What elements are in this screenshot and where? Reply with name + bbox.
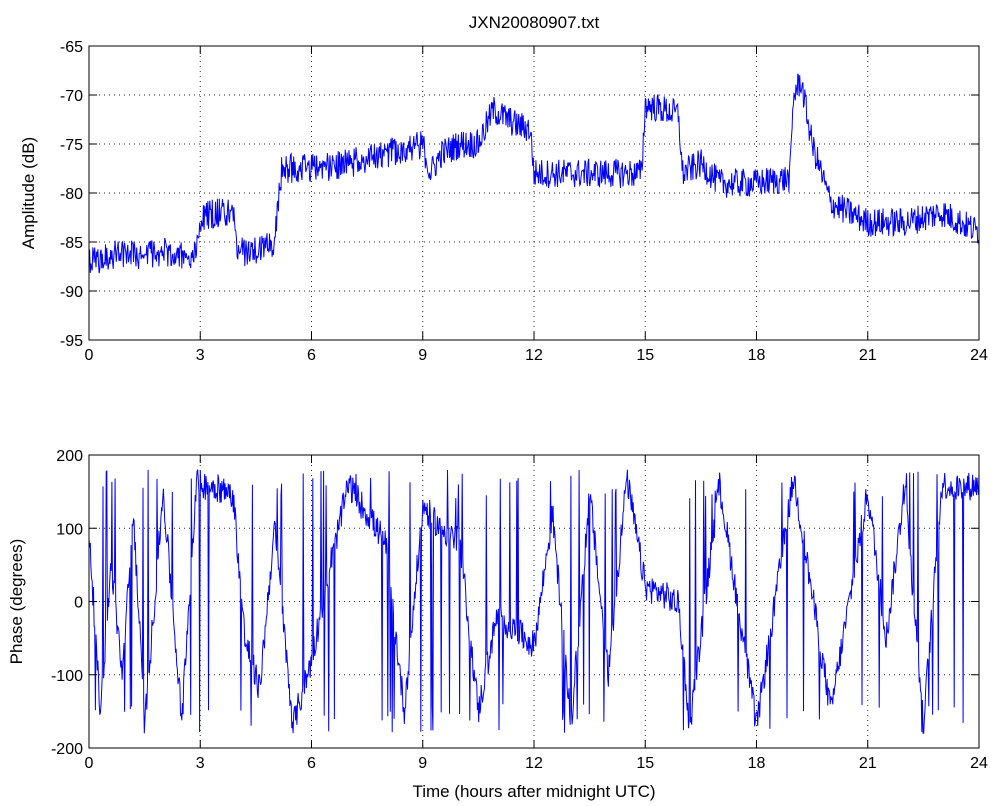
x-tick-label: 9 bbox=[418, 347, 427, 364]
y-tick-label: -85 bbox=[60, 235, 83, 252]
x-tick-label: 18 bbox=[748, 347, 766, 364]
y-tick-label: -90 bbox=[60, 284, 83, 301]
y-tick-label: 0 bbox=[74, 595, 83, 612]
phase-trace bbox=[88, 469, 980, 734]
y-tick-label: 200 bbox=[56, 448, 83, 465]
y-tick-label: -200 bbox=[51, 741, 83, 758]
amplitude-grid bbox=[89, 46, 979, 340]
x-tick-label: 3 bbox=[196, 755, 205, 772]
x-tick-label: 12 bbox=[525, 347, 543, 364]
x-tick-label: 21 bbox=[859, 755, 877, 772]
amplitude-trace bbox=[88, 73, 980, 274]
y-tick-label: -80 bbox=[60, 186, 83, 203]
x-axis-label: Time (hours after midnight UTC) bbox=[412, 782, 655, 801]
y-tick-label: -100 bbox=[51, 668, 83, 685]
x-tick-label: 15 bbox=[636, 347, 654, 364]
y-tick-label: -70 bbox=[60, 88, 83, 105]
y-tick-label: 100 bbox=[56, 521, 83, 538]
amplitude-ticks: 0 3 6 9 12 15 18 21 24 -65 -70 -75 -80 -85 -90 -95 bbox=[60, 39, 988, 364]
chart-title: JXN20080907.txt bbox=[469, 13, 600, 32]
x-tick-label: 21 bbox=[859, 347, 877, 364]
x-tick-label: 0 bbox=[85, 347, 94, 364]
amplitude-plot: 0 3 6 9 12 15 18 21 24 -65 -70 -75 -80 -85 -90 -95 JXN2… bbox=[19, 13, 988, 364]
y-tick-label: -95 bbox=[60, 333, 83, 350]
x-tick-label: 24 bbox=[970, 755, 988, 772]
phase-plot: 0 3 6 9 12 15 18 21 24 200 100 0 -100 -200 Phase (deg… bbox=[7, 448, 988, 801]
amplitude-y-axis-label: Amplitude (dB) bbox=[19, 137, 38, 249]
x-tick-label: 24 bbox=[970, 347, 988, 364]
x-tick-label: 6 bbox=[307, 347, 316, 364]
x-tick-label: 12 bbox=[525, 755, 543, 772]
phase-y-axis-label: Phase (degrees) bbox=[7, 539, 26, 665]
x-tick-label: 15 bbox=[636, 755, 654, 772]
x-tick-label: 9 bbox=[418, 755, 427, 772]
phase-grid bbox=[89, 455, 979, 748]
y-tick-label: -65 bbox=[60, 39, 83, 56]
x-tick-label: 3 bbox=[196, 347, 205, 364]
x-tick-label: 6 bbox=[307, 755, 316, 772]
y-tick-label: -75 bbox=[60, 137, 83, 154]
x-tick-label: 18 bbox=[748, 755, 766, 772]
phase-ticks: 0 3 6 9 12 15 18 21 24 200 100 0 -100 -200 bbox=[51, 448, 988, 772]
x-tick-label: 0 bbox=[85, 755, 94, 772]
